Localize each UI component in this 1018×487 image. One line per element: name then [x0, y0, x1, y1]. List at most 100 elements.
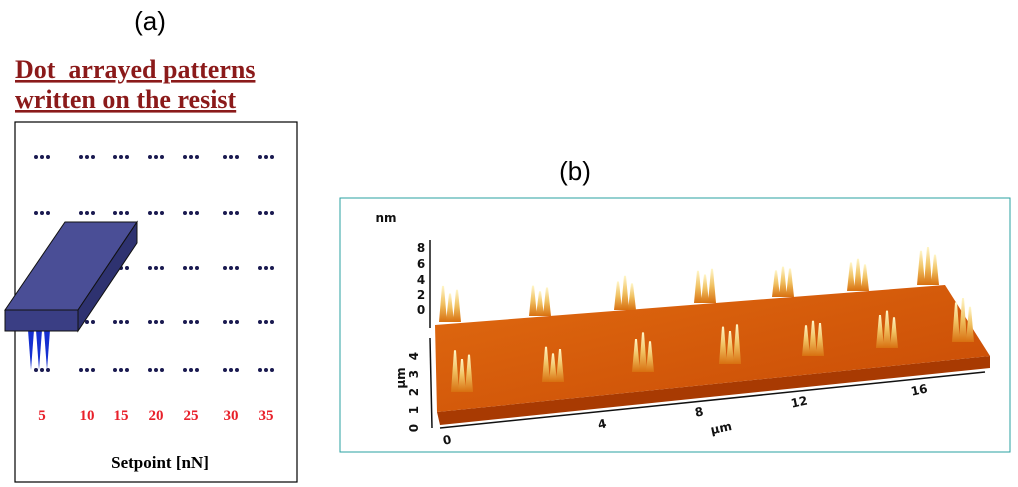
dot — [229, 211, 233, 215]
dot — [264, 155, 268, 159]
dot — [91, 155, 95, 159]
y-tick-label: 4 — [407, 352, 421, 360]
dot — [119, 211, 123, 215]
dot — [91, 368, 95, 372]
panel-title: written on the resist — [15, 85, 237, 114]
panel-title: Dot arrayed patterns — [15, 55, 255, 84]
dot — [235, 211, 239, 215]
y-tick-label: 0 — [407, 424, 421, 432]
dot — [270, 211, 274, 215]
dot — [270, 155, 274, 159]
y-tick-label: 1 — [407, 406, 421, 414]
dot — [125, 368, 129, 372]
dot — [154, 320, 158, 324]
dot — [183, 320, 187, 324]
dot — [189, 320, 193, 324]
z-tick-label: 6 — [417, 257, 425, 271]
panel-label: (b) — [559, 156, 591, 186]
dot — [40, 368, 44, 372]
dot — [160, 320, 164, 324]
dot — [223, 266, 227, 270]
dot — [46, 211, 50, 215]
dot — [91, 211, 95, 215]
dot — [119, 155, 123, 159]
dot — [125, 266, 129, 270]
dot — [229, 266, 233, 270]
setpoint-label: 5 — [38, 408, 46, 424]
dot — [148, 368, 152, 372]
dot — [79, 211, 83, 215]
dot — [125, 155, 129, 159]
y-tick-label: 3 — [407, 370, 421, 378]
dot — [113, 320, 117, 324]
dot — [46, 368, 50, 372]
dot — [183, 211, 187, 215]
dot — [34, 368, 38, 372]
dot — [264, 266, 268, 270]
y-unit: µm — [394, 367, 408, 388]
dot — [85, 368, 89, 372]
dot — [195, 368, 199, 372]
setpoint-label: 35 — [259, 408, 274, 424]
dot — [229, 320, 233, 324]
dot — [258, 368, 262, 372]
dot — [119, 320, 123, 324]
dot — [195, 320, 199, 324]
z-tick-label: 8 — [417, 241, 425, 255]
dot — [85, 211, 89, 215]
setpoint-label: 25 — [184, 408, 199, 424]
dot — [235, 155, 239, 159]
dot — [235, 368, 239, 372]
dot — [125, 320, 129, 324]
setpoint-label: 30 — [224, 408, 239, 424]
dot — [195, 155, 199, 159]
dot — [113, 368, 117, 372]
dot — [113, 211, 117, 215]
dot — [148, 155, 152, 159]
dot — [160, 368, 164, 372]
dot — [270, 320, 274, 324]
dot — [258, 211, 262, 215]
dot — [85, 320, 89, 324]
dot — [79, 155, 83, 159]
setpoint-label: 15 — [114, 408, 129, 424]
dot — [264, 368, 268, 372]
dot — [154, 211, 158, 215]
setpoint-label: 20 — [149, 408, 164, 424]
dot — [40, 211, 44, 215]
dot — [258, 266, 262, 270]
dot — [119, 368, 123, 372]
dot — [34, 211, 38, 215]
dot — [154, 155, 158, 159]
dot — [183, 368, 187, 372]
dot — [160, 155, 164, 159]
dot — [229, 155, 233, 159]
dot — [148, 320, 152, 324]
dot — [270, 266, 274, 270]
z-tick-label: 0 — [417, 303, 425, 317]
dot — [223, 368, 227, 372]
dot — [189, 266, 193, 270]
dot — [160, 266, 164, 270]
dot — [195, 266, 199, 270]
setpoint-label: 10 — [80, 408, 95, 424]
dot — [154, 266, 158, 270]
dot — [183, 266, 187, 270]
z-tick-label: 2 — [417, 288, 425, 302]
dot — [223, 155, 227, 159]
dot — [189, 155, 193, 159]
dot — [154, 368, 158, 372]
axis-label: Setpoint [nN] — [111, 453, 209, 472]
dot — [125, 211, 129, 215]
y-tick-label: 2 — [407, 388, 421, 396]
dot — [113, 155, 117, 159]
dot — [258, 320, 262, 324]
z-tick-label: 4 — [417, 273, 425, 287]
dot — [235, 266, 239, 270]
panel-label: (a) — [134, 6, 166, 36]
dot — [183, 155, 187, 159]
dot — [79, 368, 83, 372]
dot — [195, 211, 199, 215]
dot — [235, 320, 239, 324]
dot — [264, 211, 268, 215]
